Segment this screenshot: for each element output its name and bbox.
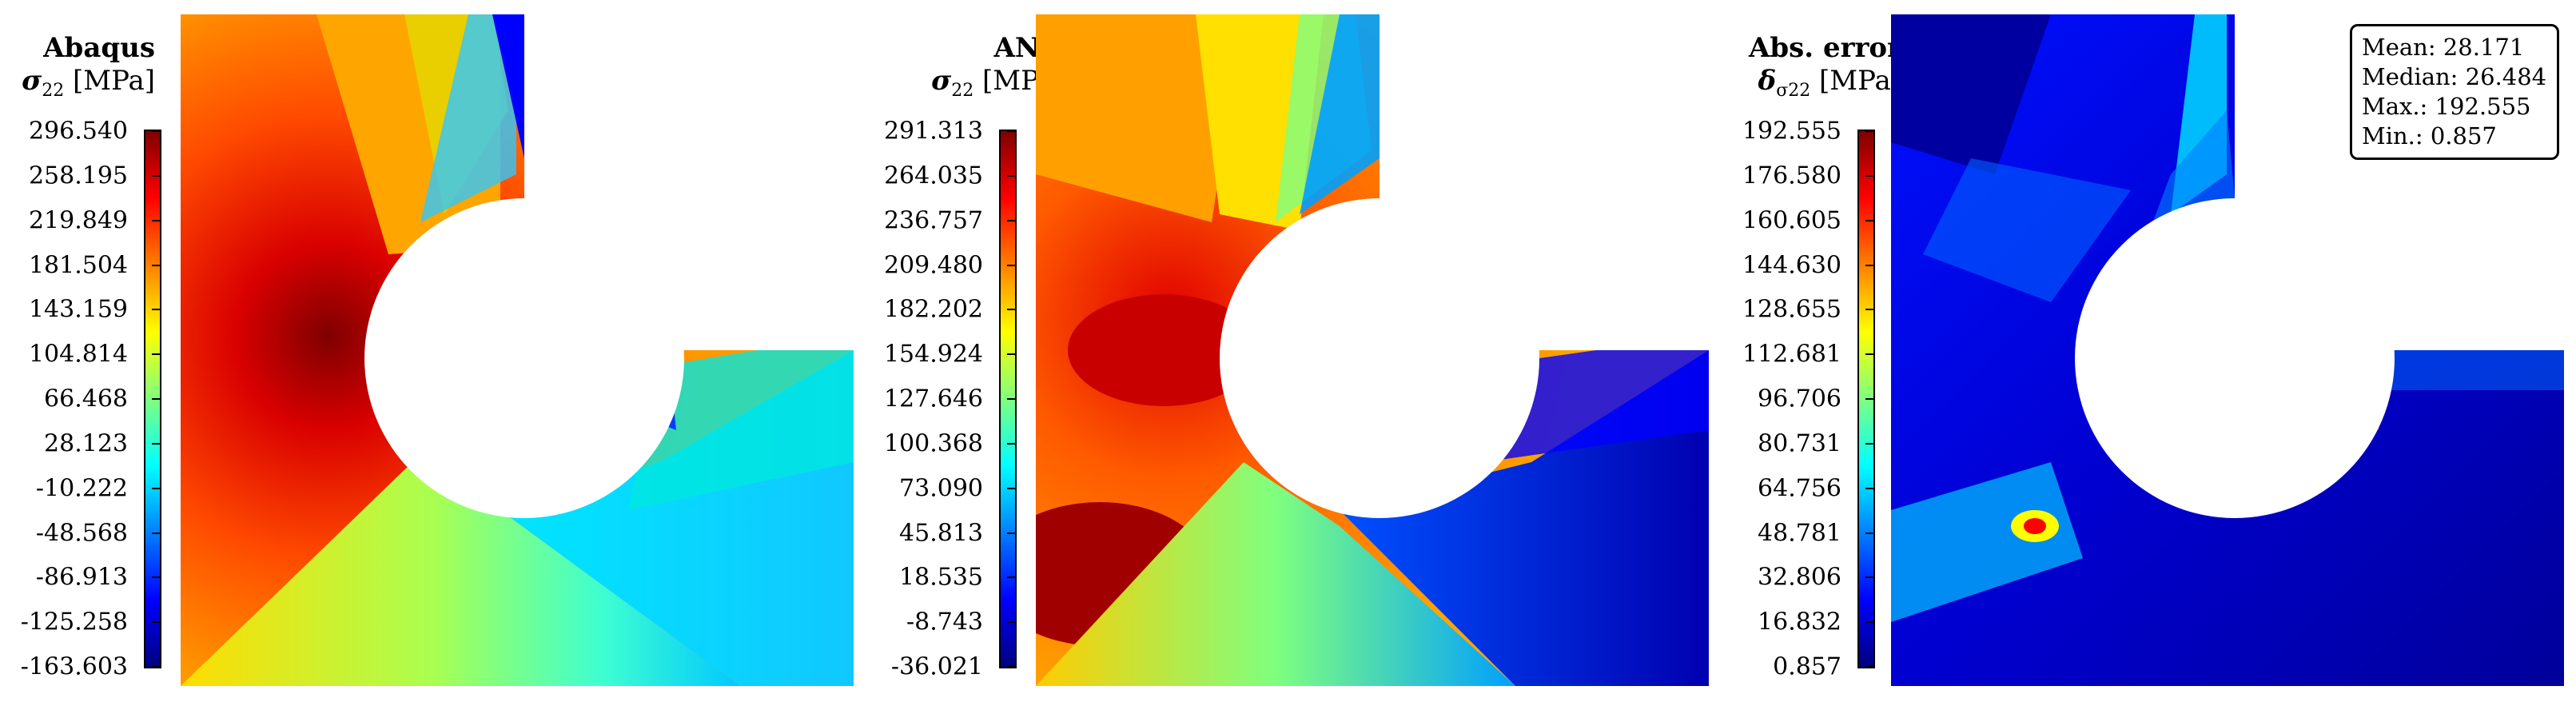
colorbar-tick-label: 291.313 xyxy=(883,117,983,146)
colorbar-tick-mark xyxy=(1865,219,1875,221)
colorbar-tick-label: 209.480 xyxy=(883,251,983,279)
colorbar-tick-label: 144.630 xyxy=(1742,251,1841,279)
stress-field-ann xyxy=(1036,14,1709,686)
colorbar-tick-label: 73.090 xyxy=(899,474,983,503)
colorbar-tick-mark xyxy=(152,398,161,400)
colorbar-tick-label: -10.222 xyxy=(35,474,128,503)
colorbar-tick-label: 48.781 xyxy=(1758,519,1841,547)
colorbar-tick-mark xyxy=(1007,576,1017,579)
colorbar-tick-mark xyxy=(152,576,161,579)
colorbar-ticks: 296.540 258.195 219.849 181.504 143.159 104.8… xyxy=(0,118,128,681)
colorbar-tick-label: -36.021 xyxy=(890,652,983,681)
colorbar-tick-mark xyxy=(1865,576,1875,579)
colorbar-tick-mark xyxy=(1865,442,1875,445)
colorbar-tick-mark xyxy=(1007,442,1017,445)
colorbar-tick-mark xyxy=(1007,621,1017,624)
colorbar-tick-label: 264.035 xyxy=(883,162,983,190)
colorbar-tick-label: 80.731 xyxy=(1758,429,1841,458)
colorbar-tick-label: 16.832 xyxy=(1758,608,1841,636)
colorbar-tick-label: 45.813 xyxy=(899,519,983,547)
colorbar-tick-label: 128.655 xyxy=(1742,295,1841,324)
colorbar-title: Abaqus σ22 [MPa] xyxy=(22,32,155,102)
colorbar-tick-label: -86.913 xyxy=(35,563,128,592)
colorbar-tick-label: 192.555 xyxy=(1742,117,1841,146)
colorbar-tick-mark xyxy=(1865,353,1875,356)
colorbar-tick-mark xyxy=(152,532,161,534)
quantity-label: δσ22 [MPa] xyxy=(1758,64,1901,101)
colorbar-tick-label: 18.535 xyxy=(899,563,983,592)
colorbar-tick-label: 160.605 xyxy=(1742,206,1841,235)
stat-mean: Mean: 28.171 xyxy=(2362,34,2525,61)
colorbar-tick-label: 96.706 xyxy=(1758,385,1841,413)
colorbar-tick-mark xyxy=(152,130,161,132)
colorbar-tick-label: 32.806 xyxy=(1758,563,1841,592)
colorbar-tick-mark xyxy=(1007,353,1017,356)
colorbar-tick-label: 236.757 xyxy=(883,206,983,235)
colorbar-tick-mark xyxy=(152,219,161,221)
colorbar-tick-mark xyxy=(152,264,161,266)
colorbar-tick-label: 28.123 xyxy=(44,429,128,458)
colorbar-tick-label: 66.468 xyxy=(44,385,128,413)
colorbar-tick-mark xyxy=(1865,487,1875,489)
colorbar-tick-mark xyxy=(152,309,161,311)
colorbar-tick-mark xyxy=(1865,532,1875,534)
colorbar-tick-mark xyxy=(1007,487,1017,489)
colorbar-tick-label: 104.814 xyxy=(28,340,128,369)
panel-title: Abs. error xyxy=(1748,32,1901,64)
colorbar-tick-mark xyxy=(1007,666,1017,668)
colorbar-ticks: 192.555 176.580 160.605 144.630 128.655 112.6… xyxy=(1710,118,1841,681)
colorbar-tick-mark xyxy=(1007,398,1017,400)
colorbar-tick-mark xyxy=(1007,219,1017,221)
error-statistics-box: Mean: 28.171 Median: 26.484 Max.: 192.55… xyxy=(2350,24,2559,161)
stat-min: Min.: 0.857 xyxy=(2362,122,2497,150)
stat-median: Median: 26.484 xyxy=(2362,63,2547,91)
colorbar-tick-mark xyxy=(1865,174,1875,177)
colorbar-tick-label: 154.924 xyxy=(883,340,983,369)
colorbar-tick-mark xyxy=(1007,174,1017,177)
colorbar-tick-mark xyxy=(1865,621,1875,624)
colorbar-tick-label: -8.743 xyxy=(906,608,983,636)
quantity-label: σ22 [MPa] xyxy=(22,64,155,101)
colorbar-tick-label: 127.646 xyxy=(883,385,983,413)
colorbar-tick-mark xyxy=(1007,532,1017,534)
colorbar-tick-label: 219.849 xyxy=(28,206,128,235)
colorbar-tick-mark xyxy=(152,442,161,445)
colorbar-tick-label: 176.580 xyxy=(1742,162,1841,190)
colorbar-tick-label: 258.195 xyxy=(28,162,128,190)
colorbar-tick-label: -163.603 xyxy=(20,652,128,681)
colorbar-tick-label: 182.202 xyxy=(883,295,983,324)
colorbar-tick-mark xyxy=(152,621,161,624)
colorbar-tick-label: -125.258 xyxy=(20,608,128,636)
colorbar-tick-label: -48.568 xyxy=(35,519,128,547)
colorbar-tick-label: 100.368 xyxy=(883,429,983,458)
colorbar-tick-label: 112.681 xyxy=(1742,340,1841,369)
colorbar-tick-mark xyxy=(152,174,161,177)
colorbar-tick-mark xyxy=(152,353,161,356)
colorbar-tick-mark xyxy=(1865,264,1875,266)
colorbar-tick-mark xyxy=(1865,398,1875,400)
colorbar-tick-mark xyxy=(1865,130,1875,132)
panel-ann: ANN σ22 [MPa] 291.313 264.035 236.757 209.4… xyxy=(855,0,1710,702)
panel-title: Abaqus xyxy=(43,32,155,64)
colorbar-tick-mark xyxy=(1007,309,1017,311)
colorbar-tick-mark xyxy=(1007,130,1017,132)
colorbar-tick-mark xyxy=(1007,264,1017,266)
colorbar-tick-label: 181.504 xyxy=(28,251,128,279)
colorbar-tick-mark xyxy=(152,666,161,668)
panel-abaqus: Abaqus σ22 [MPa] 296.540 258.195 219.849 18… xyxy=(0,0,855,702)
colorbar-tick-mark xyxy=(152,487,161,489)
stress-field-abaqus xyxy=(181,14,854,686)
colorbar-tick-label: 143.159 xyxy=(28,295,128,324)
colorbar-title: Abs. error δσ22 [MPa] xyxy=(1749,32,1901,102)
colorbar-tick-label: 296.540 xyxy=(28,117,128,146)
colorbar-ticks: 291.313 264.035 236.757 209.480 182.202 154.9… xyxy=(855,118,983,681)
colorbar-tick-label: 0.857 xyxy=(1773,652,1841,681)
colorbar-tick-mark xyxy=(1865,666,1875,668)
colorbar-tick-label: 64.756 xyxy=(1758,474,1841,503)
colorbar-tick-mark xyxy=(1865,309,1875,311)
stat-max: Max.: 192.555 xyxy=(2362,93,2531,121)
